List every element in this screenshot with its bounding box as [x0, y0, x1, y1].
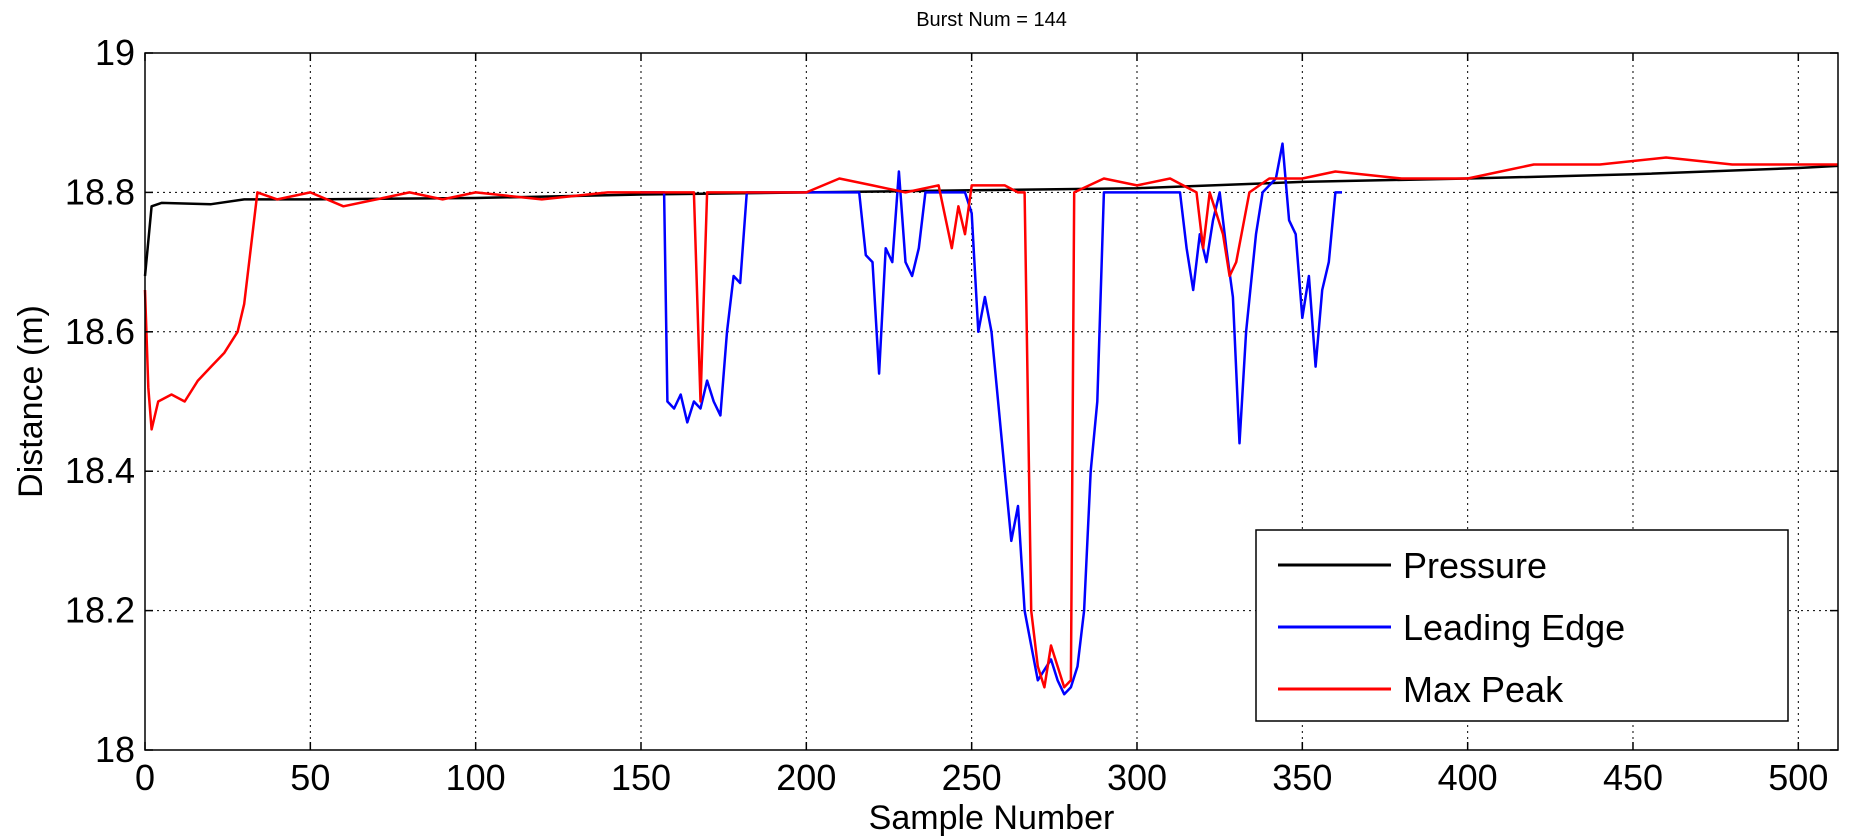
x-tick-label: 0: [135, 757, 155, 798]
x-axis-label: Sample Number: [869, 799, 1115, 837]
legend-label-leading-edge: Leading Edge: [1403, 607, 1625, 648]
y-tick-label: 18: [95, 729, 135, 770]
x-tick-label: 500: [1768, 757, 1828, 798]
x-tick-label: 200: [776, 757, 836, 798]
axis-ticks: 0 50 100 150 200 250 300 350 400 450 500 18 18.2 18.4…: [65, 32, 1838, 798]
series-line-pressure: [143, 164, 1839, 277]
x-tick-label: 150: [611, 757, 671, 798]
x-tick-label: 450: [1603, 757, 1663, 798]
x-tick-label: 250: [942, 757, 1002, 798]
y-tick-label: 19: [95, 32, 135, 73]
y-axis-label: Distance (m): [12, 305, 50, 498]
y-tick-label: 18.4: [65, 450, 135, 491]
x-tick-label: 50: [290, 757, 330, 798]
x-tick-label: 100: [446, 757, 506, 798]
series-line-max-peak: [143, 156, 1838, 689]
x-tick-label: 400: [1438, 757, 1498, 798]
chart-title: Burst Num = 144: [916, 9, 1067, 31]
series-layer: [143, 142, 1839, 696]
plot-frame: [144, 52, 1839, 751]
y-tick-label: 18.8: [65, 171, 135, 212]
x-tick-label: 300: [1107, 757, 1167, 798]
x-tick-label: 350: [1272, 757, 1332, 798]
legend: Pressure Leading Edge Max Peak: [1255, 529, 1789, 722]
legend-label-pressure: Pressure: [1403, 545, 1547, 586]
y-tick-label: 18.2: [65, 590, 135, 631]
y-tick-label: 18.6: [65, 311, 135, 352]
legend-label-max-peak: Max Peak: [1403, 669, 1564, 710]
series-line-leading-edge: [641, 142, 1342, 696]
